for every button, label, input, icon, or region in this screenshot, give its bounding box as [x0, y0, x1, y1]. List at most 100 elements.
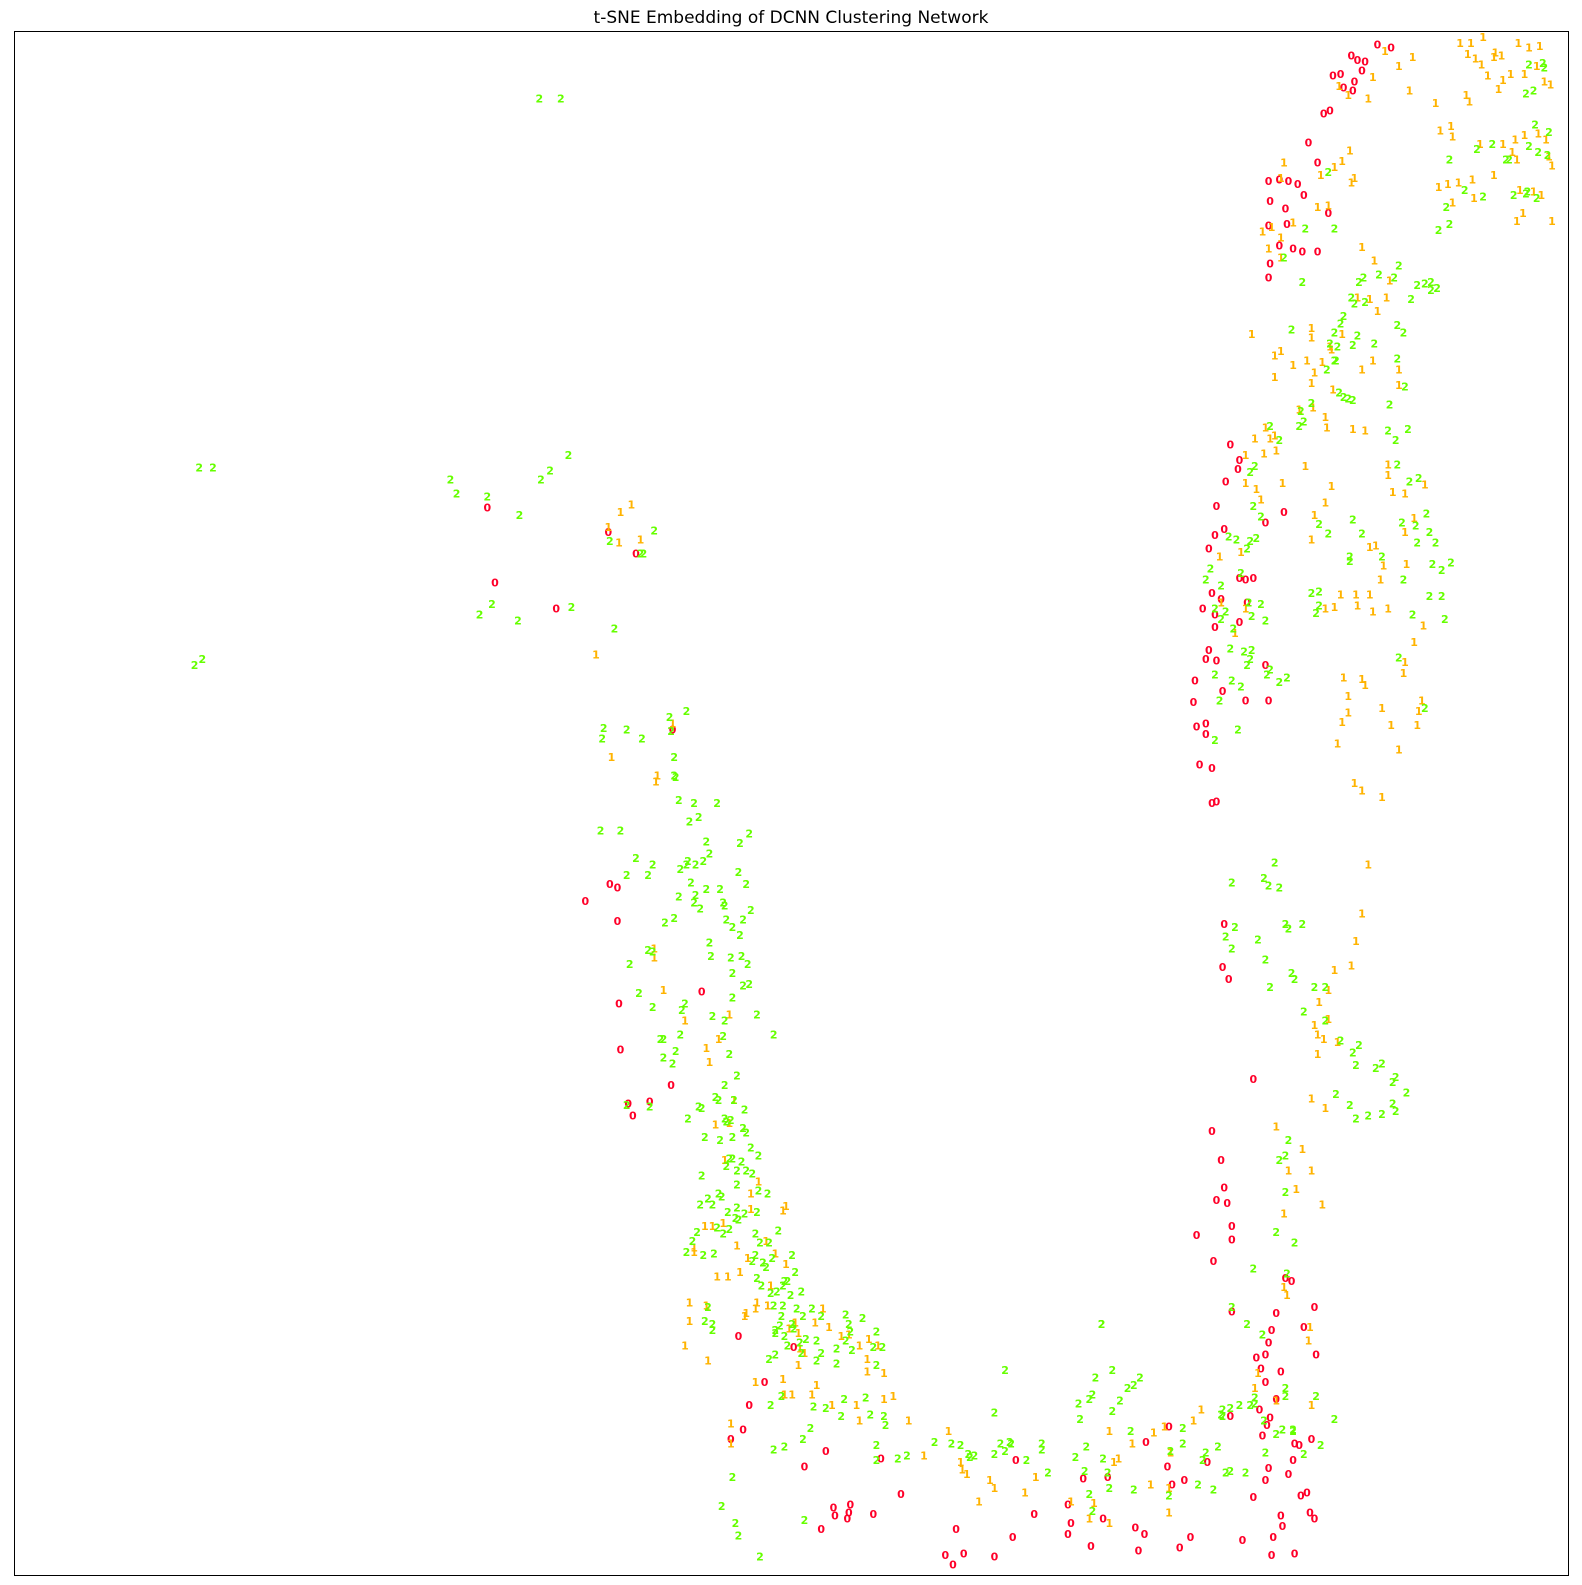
point-class-1: 1 [637, 534, 645, 547]
point-class-1: 1 [627, 498, 635, 511]
point-class-1: 1 [1418, 694, 1426, 707]
point-class-1: 1 [1354, 599, 1362, 612]
point-class-2: 2 [1249, 1263, 1257, 1276]
point-class-2: 2 [690, 797, 698, 810]
point-class-1: 1 [1303, 354, 1311, 367]
point-class-1: 1 [1479, 31, 1487, 44]
point-class-0: 0 [1262, 659, 1270, 672]
point-class-2: 2 [686, 815, 694, 828]
point-class-2: 2 [1395, 652, 1403, 665]
point-class-1: 1 [1387, 719, 1395, 732]
point-class-1: 1 [660, 984, 668, 997]
point-class-0: 0 [1203, 1456, 1211, 1469]
point-class-2: 2 [725, 1152, 733, 1165]
point-class-1: 1 [782, 1200, 790, 1213]
point-class-2: 2 [840, 1393, 848, 1406]
point-class-2: 2 [600, 722, 608, 735]
plot-frame [14, 31, 1569, 1576]
point-class-2: 2 [1326, 337, 1334, 350]
point-class-0: 0 [801, 1460, 809, 1473]
point-class-2: 2 [638, 733, 646, 746]
point-class-1: 1 [794, 1359, 802, 1372]
point-class-2: 2 [1108, 1364, 1116, 1377]
point-class-0: 0 [1289, 242, 1297, 255]
point-class-2: 2 [1222, 606, 1230, 619]
point-class-2: 2 [781, 1440, 789, 1453]
point-class-2: 2 [1421, 702, 1429, 715]
point-class-0: 0 [1223, 1197, 1231, 1210]
point-class-0: 0 [1265, 175, 1273, 188]
point-class-2: 2 [771, 1327, 779, 1340]
point-class-2: 2 [695, 811, 703, 824]
point-class-1: 1 [785, 1323, 793, 1336]
point-class-2: 2 [1228, 674, 1236, 687]
point-class-2: 2 [702, 835, 710, 848]
point-class-2: 2 [1297, 405, 1305, 418]
point-class-0: 0 [1311, 1301, 1319, 1314]
point-class-0: 0 [1199, 602, 1207, 615]
point-class-2: 2 [748, 1255, 756, 1268]
point-class-2: 2 [557, 92, 565, 105]
point-class-1: 1 [1432, 97, 1440, 110]
point-class-1: 1 [958, 1463, 966, 1476]
point-class-2: 2 [1248, 644, 1256, 657]
point-class-1: 1 [1277, 232, 1285, 245]
point-class-1: 1 [1378, 791, 1386, 804]
point-class-2: 2 [706, 848, 714, 861]
point-class-0: 0 [1205, 543, 1213, 556]
point-class-1: 1 [1380, 560, 1388, 573]
point-class-1: 1 [1447, 120, 1455, 133]
point-class-2: 2 [848, 1344, 856, 1357]
point-class-0: 0 [1272, 1307, 1280, 1320]
point-class-0: 0 [1087, 1540, 1095, 1553]
point-class-1: 1 [880, 1367, 888, 1380]
point-class-0: 0 [646, 1096, 654, 1109]
point-class-0: 0 [1275, 239, 1283, 252]
point-class-0: 0 [1268, 1549, 1276, 1562]
point-class-2: 2 [1085, 1393, 1093, 1406]
point-class-2: 2 [568, 601, 576, 614]
point-class-1: 1 [1377, 573, 1385, 586]
point-class-0: 0 [1193, 1229, 1201, 1242]
point-class-2: 2 [1245, 596, 1253, 609]
point-class-1: 1 [1545, 151, 1553, 164]
point-class-1: 1 [733, 1240, 741, 1253]
point-class-2: 2 [1271, 857, 1279, 870]
point-class-1: 1 [1321, 411, 1329, 424]
point-class-0: 0 [1242, 573, 1250, 586]
point-class-1: 1 [747, 1203, 755, 1216]
point-class-1: 1 [1410, 636, 1418, 649]
point-class-1: 1 [853, 1399, 861, 1412]
point-class-0: 0 [1257, 1362, 1265, 1375]
point-class-2: 2 [676, 863, 684, 876]
point-class-2: 2 [1361, 296, 1369, 309]
point-class-2: 2 [1251, 1398, 1259, 1411]
point-class-2: 2 [736, 837, 744, 850]
point-class-2: 2 [1372, 1062, 1380, 1075]
point-class-2: 2 [1525, 140, 1533, 153]
point-class-1: 1 [1374, 305, 1382, 318]
point-class-1: 1 [690, 1246, 698, 1259]
point-class-1: 1 [957, 1456, 965, 1469]
point-class-2: 2 [1389, 1076, 1397, 1089]
point-class-0: 0 [1228, 1234, 1236, 1247]
point-class-2: 2 [719, 1228, 727, 1241]
point-class-0: 0 [1275, 174, 1283, 187]
point-class-2: 2 [1349, 1047, 1357, 1060]
point-class-1: 1 [1308, 534, 1316, 547]
point-class-1: 1 [813, 1379, 821, 1392]
point-class-2: 2 [704, 1301, 712, 1314]
point-class-0: 0 [1208, 587, 1216, 600]
point-class-2: 2 [701, 1131, 709, 1144]
point-class-1: 1 [725, 1008, 733, 1021]
point-class-1: 1 [1329, 383, 1337, 396]
point-class-1: 1 [747, 1188, 755, 1201]
point-class-2: 2 [788, 1318, 796, 1331]
point-class-2: 2 [1001, 1364, 1009, 1377]
point-class-2: 2 [1236, 1399, 1244, 1412]
point-class-0: 0 [1239, 1534, 1247, 1547]
point-class-2: 2 [1384, 425, 1392, 438]
point-class-2: 2 [195, 462, 203, 475]
point-class-2: 2 [660, 1051, 668, 1064]
point-class-1: 1 [1542, 134, 1550, 147]
